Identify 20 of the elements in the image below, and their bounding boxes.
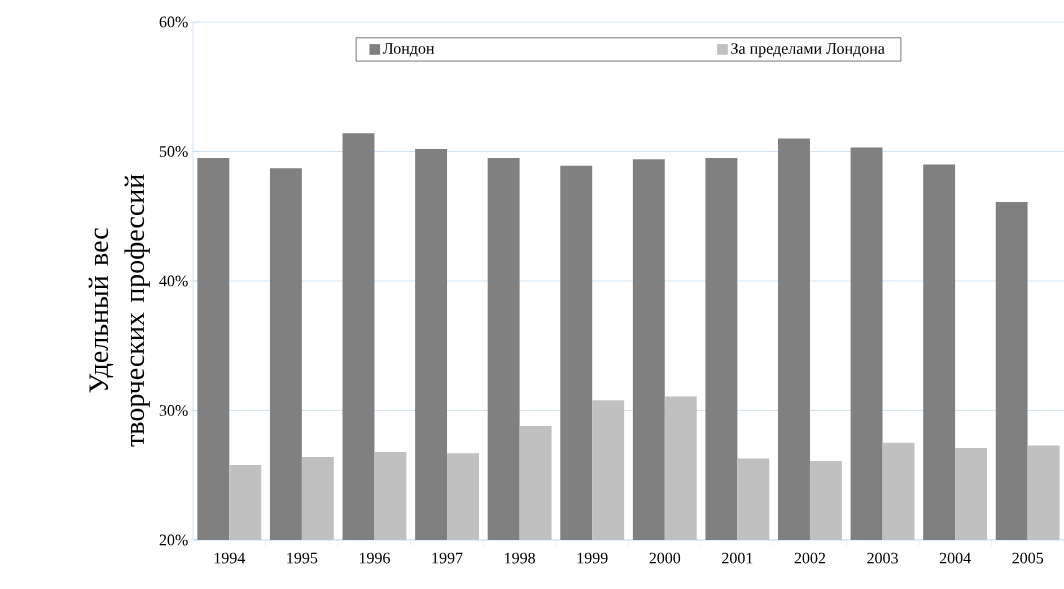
x-tick-label: 1996 <box>359 552 390 564</box>
y-tick-label: 60% <box>159 16 188 28</box>
y-axis-title: Удельный вес творческих профессий <box>88 174 150 447</box>
y-tick-label: 50% <box>159 146 188 157</box>
legend-label: Лондон <box>382 43 435 57</box>
y-tick-label: 30% <box>159 405 188 416</box>
x-tick-label: 2001 <box>722 552 753 564</box>
legend-label: За пределами Лондона <box>731 43 885 58</box>
x-tick-label: 2005 <box>1012 552 1044 564</box>
x-tick-label: 1995 <box>287 552 318 564</box>
x-tick-label: 2003 <box>867 552 898 564</box>
y-tick-label: 20% <box>159 534 188 546</box>
x-tick-label: 2000 <box>649 552 681 564</box>
x-tick-label: 1997 <box>432 552 463 564</box>
x-tick-label: 1998 <box>505 552 536 564</box>
x-tick-label: 2004 <box>939 552 971 564</box>
x-tick-label: 1999 <box>577 552 608 564</box>
y-tick-label: 40% <box>159 275 188 287</box>
x-tick-label: 1994 <box>214 552 246 564</box>
x-tick-label: 2002 <box>794 552 826 564</box>
